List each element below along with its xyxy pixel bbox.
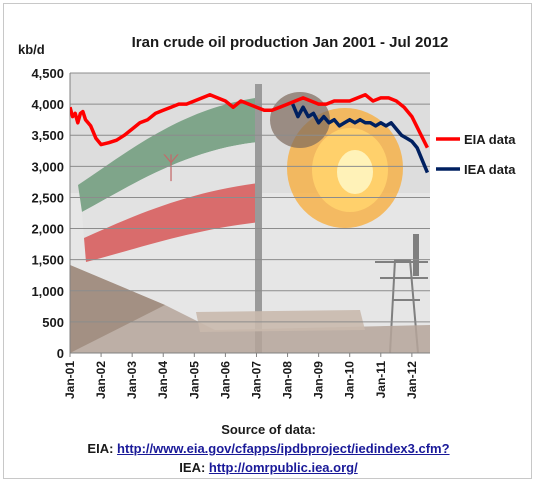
series-line-eia-data <box>70 93 429 149</box>
x-tick-label: Jan-12 <box>405 361 419 399</box>
source-iea-link[interactable]: http://omrpublic.iea.org/ <box>208 460 358 475</box>
svg-text:ᛉ: ᛉ <box>162 151 180 186</box>
source-iea-label: IEA: <box>179 460 206 475</box>
y-axis-ticks: 0 500 1,000 1,500 2,000 2,500 3,000 3,500 4,000 4… <box>31 66 64 361</box>
derrick-image <box>375 234 428 353</box>
y-tick-label: 4,000 <box>31 97 64 112</box>
x-tick-label: Jan-07 <box>249 361 263 399</box>
gas-flare-image <box>270 92 403 228</box>
x-tick-label: Jan-11 <box>374 361 388 399</box>
y-tick-label: 500 <box>42 315 64 330</box>
gridlines <box>70 72 430 323</box>
x-tick-label: Jan-10 <box>343 361 357 399</box>
source-eia-line: EIA: http://www.eia.gov/cfapps/ipdbproje… <box>0 441 537 456</box>
y-tick-label: 2,000 <box>31 222 64 237</box>
source-eia-link[interactable]: http://www.eia.gov/cfapps/ipdbproject/ie… <box>117 441 450 456</box>
x-tick-label: Jan-06 <box>218 361 232 399</box>
y-tick-label: 4,500 <box>31 66 64 81</box>
chart-title: Iran crude oil production Jan 2001 - Jul… <box>132 34 449 51</box>
y-tick-label: 3,000 <box>31 159 64 174</box>
y-tick-label: 2,500 <box>31 190 64 205</box>
y-axis-label: kb/d <box>18 42 45 57</box>
source-eia-label: EIA: <box>87 441 114 456</box>
x-tick-label: Jan-09 <box>312 361 326 399</box>
flagpole <box>255 84 262 353</box>
x-tick-label: Jan-08 <box>281 361 295 399</box>
background-photo: ᛉ <box>70 73 430 353</box>
x-tick-label: Jan-05 <box>187 361 201 399</box>
refinery-roof-image <box>70 265 430 353</box>
y-tick-label: 1,500 <box>31 253 64 268</box>
x-tick-label: Jan-02 <box>94 361 108 399</box>
source-iea-line: IEA: http://omrpublic.iea.org/ <box>0 460 537 475</box>
y-tick-label: 1,000 <box>31 284 64 299</box>
x-tick-label: Jan-04 <box>156 361 170 399</box>
legend-label: IEA data <box>464 162 516 177</box>
legend-label: EIA data <box>464 132 516 147</box>
x-tick-label: Jan-01 <box>63 361 77 399</box>
y-tick-label: 3,500 <box>31 128 64 143</box>
legend: EIA data IEA data <box>436 132 516 177</box>
source-heading: Source of data: <box>221 422 316 437</box>
x-tick-label: Jan-03 <box>125 361 139 399</box>
data-series <box>70 93 430 174</box>
y-tick-label: 0 <box>57 346 64 361</box>
x-axis-ticks: Jan-01 Jan-02 Jan-03 Jan-04 Jan-05 Jan-06 Jan-… <box>63 353 419 399</box>
